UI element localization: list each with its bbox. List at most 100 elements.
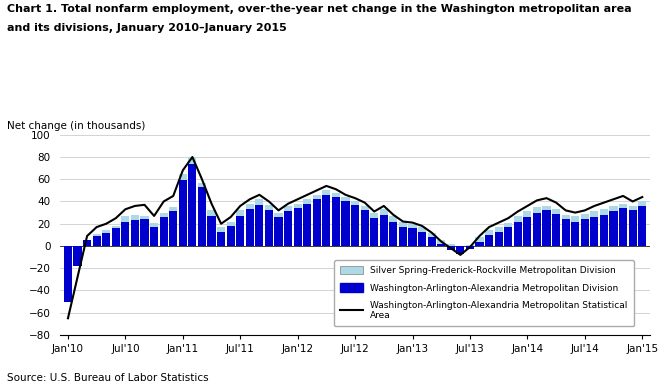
Bar (64, 246, 72, 301)
Bar (581, 219, 589, 246)
Bar (92, 236, 100, 246)
Bar (505, 227, 513, 246)
Text: Net change (in thousands): Net change (in thousands) (7, 121, 145, 131)
Bar (131, 220, 139, 246)
Bar (293, 204, 302, 246)
Bar (141, 216, 149, 246)
Bar (313, 195, 321, 246)
Bar (514, 216, 522, 246)
Bar (581, 214, 589, 246)
Bar (409, 224, 417, 246)
Bar (438, 240, 446, 246)
Bar (284, 211, 292, 246)
Bar (332, 197, 340, 246)
Bar (351, 201, 359, 246)
Bar (590, 217, 598, 246)
Bar (399, 227, 407, 246)
Bar (639, 201, 647, 246)
Bar (188, 157, 196, 246)
Bar (112, 226, 120, 246)
Bar (552, 209, 560, 246)
Bar (610, 211, 618, 246)
Bar (169, 207, 178, 246)
Bar (92, 234, 100, 246)
Bar (284, 206, 292, 246)
Bar (514, 221, 522, 246)
Bar (447, 246, 455, 250)
Legend: Silver Spring-Frederick-Rockville Metropolitan Division, Washington-Arlington-Al: Silver Spring-Frederick-Rockville Metrop… (334, 260, 634, 326)
Text: and its divisions, January 2010–January 2015: and its divisions, January 2010–January … (7, 23, 287, 33)
Bar (74, 246, 82, 257)
Bar (533, 207, 541, 246)
Bar (370, 213, 379, 246)
Bar (447, 244, 455, 246)
Bar (360, 206, 369, 246)
Bar (150, 227, 158, 246)
Bar (74, 246, 82, 266)
Text: Source: U.S. Bureau of Labor Statistics: Source: U.S. Bureau of Labor Statistics (7, 373, 208, 383)
Bar (456, 246, 464, 254)
Bar (304, 204, 312, 246)
Bar (265, 205, 273, 246)
Bar (83, 240, 91, 246)
Bar (255, 205, 263, 246)
Bar (610, 206, 618, 246)
Bar (351, 205, 359, 246)
Bar (332, 192, 340, 246)
Bar (83, 240, 91, 246)
Bar (188, 164, 196, 246)
Bar (169, 211, 178, 246)
Bar (619, 208, 627, 246)
Bar (380, 209, 388, 246)
Bar (543, 210, 551, 246)
Bar (64, 246, 72, 263)
Bar (293, 208, 302, 246)
Bar (246, 209, 254, 246)
Bar (237, 216, 245, 246)
Bar (438, 244, 446, 246)
Bar (313, 199, 321, 246)
Bar (456, 246, 464, 249)
Bar (275, 217, 283, 246)
Bar (494, 227, 502, 246)
Bar (628, 206, 636, 246)
Bar (255, 199, 263, 246)
Bar (198, 182, 206, 246)
Bar (103, 230, 111, 246)
Bar (179, 174, 187, 246)
Bar (226, 226, 234, 246)
Bar (217, 231, 225, 246)
Bar (304, 199, 312, 246)
Bar (217, 227, 225, 246)
Bar (121, 216, 129, 246)
Bar (561, 219, 569, 246)
Bar (485, 235, 493, 246)
Bar (380, 215, 388, 246)
Bar (322, 195, 330, 246)
Bar (226, 221, 234, 246)
Bar (476, 237, 484, 246)
Bar (103, 233, 111, 246)
Bar (322, 190, 330, 246)
Bar (572, 216, 580, 246)
Bar (552, 214, 560, 246)
Bar (523, 211, 531, 246)
Bar (409, 228, 417, 246)
Bar (265, 210, 273, 246)
Bar (572, 221, 580, 246)
Bar (427, 233, 436, 246)
Bar (159, 213, 168, 246)
Bar (600, 209, 608, 246)
Bar (494, 231, 502, 246)
Bar (112, 228, 120, 246)
Bar (523, 217, 531, 246)
Bar (619, 204, 627, 246)
Bar (561, 215, 569, 246)
Bar (342, 201, 350, 246)
Bar (533, 213, 541, 246)
Bar (370, 218, 379, 246)
Bar (543, 206, 551, 246)
Bar (208, 210, 216, 246)
Bar (590, 211, 598, 246)
Bar (418, 227, 426, 246)
